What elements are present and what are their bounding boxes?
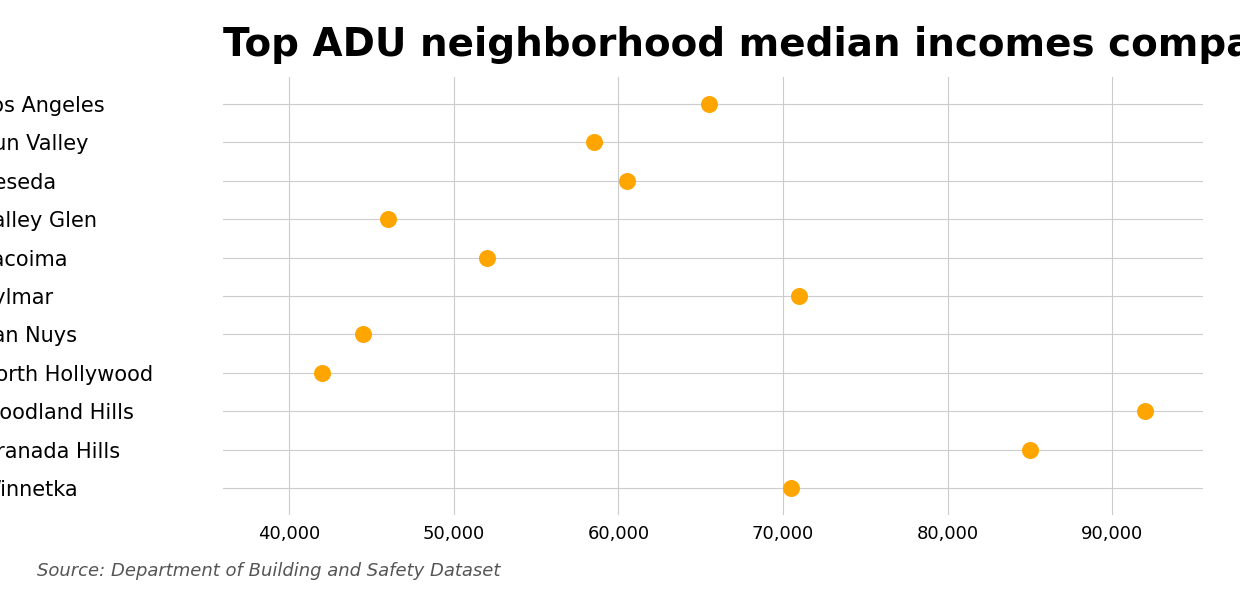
Point [584, 137, 604, 147]
Point [1021, 445, 1040, 455]
Text: Source: Department of Building and Safety Dataset: Source: Department of Building and Safet… [37, 562, 501, 580]
Point [790, 291, 810, 301]
Point [781, 484, 801, 493]
Point [616, 176, 636, 185]
Point [699, 99, 719, 108]
Point [312, 368, 332, 378]
Point [1136, 407, 1156, 416]
Point [476, 253, 496, 262]
Point [378, 214, 398, 224]
Text: Top ADU neighborhood median incomes compared with L.A.: Top ADU neighborhood median incomes comp… [223, 26, 1240, 64]
Point [353, 330, 373, 339]
